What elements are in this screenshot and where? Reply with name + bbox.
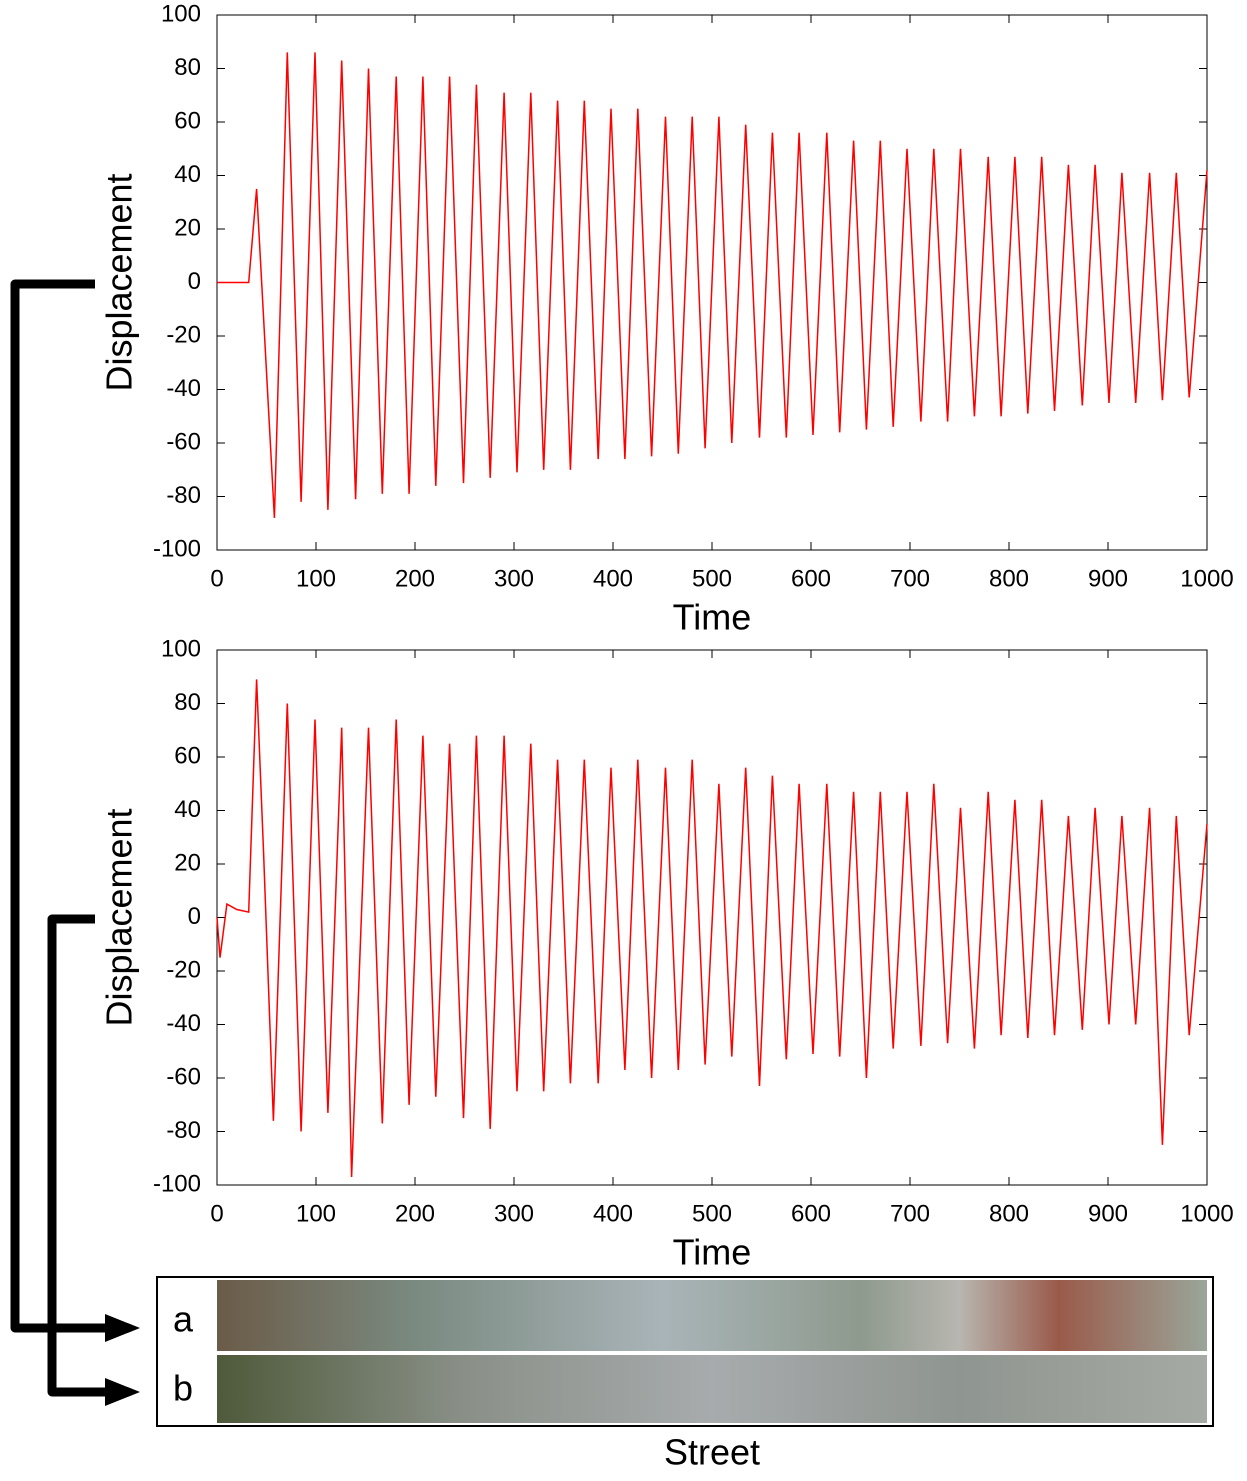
x-axis-label: Time: [673, 597, 752, 638]
x-tick-label: 700: [890, 565, 930, 592]
y-tick-label: 100: [161, 0, 201, 27]
y-tick-label: 0: [188, 268, 201, 295]
y-tick-label: 20: [174, 849, 201, 876]
y-tick-label: -40: [166, 375, 201, 402]
street-image-a: [217, 1280, 1207, 1351]
y-tick-label: 100: [161, 635, 201, 662]
y-tick-label: -20: [166, 321, 201, 348]
x-tick-label: 600: [791, 565, 831, 592]
x-tick-label: 300: [494, 1200, 534, 1227]
data-line: [217, 52, 1208, 518]
y-tick-label: -80: [166, 482, 201, 509]
x-axis-label: Time: [673, 1232, 752, 1273]
y-tick-label: -100: [153, 1170, 201, 1197]
strip-label: a: [173, 1299, 194, 1340]
x-tick-label: 900: [1088, 565, 1128, 592]
y-tick-label: 0: [188, 903, 201, 930]
y-tick-label: 80: [174, 689, 201, 716]
y-tick-label: 60: [174, 107, 201, 134]
arrow-b: [105, 1378, 140, 1406]
x-tick-label: 500: [692, 1200, 732, 1227]
y-tick-label: 20: [174, 214, 201, 241]
x-tick-label: 300: [494, 565, 534, 592]
y-tick-label: -60: [166, 428, 201, 455]
x-tick-label: 700: [890, 1200, 930, 1227]
x-tick-label: 1000: [1180, 565, 1233, 592]
x-tick-label: 100: [296, 1200, 336, 1227]
x-tick-label: 100: [296, 565, 336, 592]
y-axis-label: Displacement: [99, 173, 140, 391]
y-tick-label: 40: [174, 161, 201, 188]
x-tick-label: 800: [989, 565, 1029, 592]
arrow-a: [105, 1314, 140, 1342]
x-tick-label: 600: [791, 1200, 831, 1227]
caption: Street: [664, 1432, 760, 1473]
x-tick-label: 200: [395, 1200, 435, 1227]
y-tick-label: 80: [174, 54, 201, 81]
y-tick-label: -40: [166, 1010, 201, 1037]
x-tick-label: 400: [593, 1200, 633, 1227]
y-tick-label: -60: [166, 1063, 201, 1090]
y-tick-label: -100: [153, 535, 201, 562]
x-tick-label: 0: [210, 565, 223, 592]
street-image-b: [217, 1355, 1207, 1423]
y-tick-label: 60: [174, 742, 201, 769]
x-tick-label: 500: [692, 565, 732, 592]
strip-label: b: [173, 1368, 193, 1409]
connector-a: [10, 279, 110, 1333]
x-tick-label: 900: [1088, 1200, 1128, 1227]
data-line: [216, 679, 1208, 1178]
x-tick-label: 1000: [1180, 1200, 1233, 1227]
x-tick-label: 0: [210, 1200, 223, 1227]
y-tick-label: -80: [166, 1117, 201, 1144]
y-tick-label: -20: [166, 956, 201, 983]
y-axis-label: Displacement: [99, 808, 140, 1026]
y-tick-label: 40: [174, 796, 201, 823]
x-tick-label: 200: [395, 565, 435, 592]
x-tick-label: 400: [593, 565, 633, 592]
x-tick-label: 800: [989, 1200, 1029, 1227]
connector-b: [47, 914, 110, 1397]
